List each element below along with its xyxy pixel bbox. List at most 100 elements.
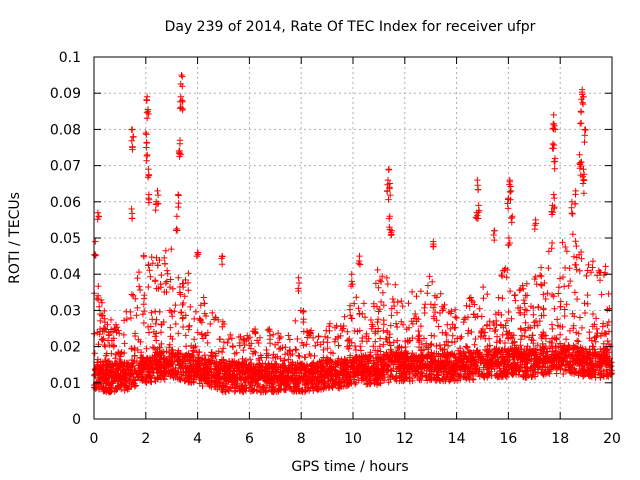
data-point bbox=[562, 243, 569, 251]
data-point bbox=[574, 345, 581, 352]
data-point bbox=[480, 356, 487, 364]
data-point bbox=[491, 227, 498, 234]
data-point bbox=[252, 349, 259, 357]
data-point bbox=[259, 360, 266, 367]
data-point bbox=[566, 327, 574, 335]
data-point bbox=[481, 360, 488, 367]
data-point bbox=[347, 352, 354, 359]
data-point bbox=[586, 361, 594, 368]
data-point bbox=[428, 332, 435, 339]
data-point bbox=[201, 356, 209, 363]
data-point bbox=[186, 368, 193, 375]
data-point bbox=[539, 349, 547, 357]
data-point bbox=[433, 294, 440, 301]
data-point bbox=[409, 334, 416, 342]
data-point bbox=[455, 371, 463, 379]
data-point bbox=[200, 294, 207, 301]
data-point bbox=[175, 274, 182, 281]
data-point bbox=[110, 343, 117, 350]
data-point bbox=[561, 283, 568, 290]
data-point bbox=[137, 338, 144, 346]
data-point bbox=[95, 374, 103, 382]
data-point bbox=[322, 372, 329, 380]
data-point bbox=[449, 332, 456, 339]
data-point bbox=[242, 387, 250, 395]
y-tick-label: 0.05 bbox=[50, 231, 81, 247]
data-point bbox=[301, 373, 308, 380]
data-point bbox=[575, 370, 582, 377]
data-point bbox=[128, 137, 135, 144]
data-point bbox=[218, 261, 226, 268]
data-point bbox=[479, 283, 487, 291]
data-point bbox=[249, 387, 256, 394]
data-point bbox=[499, 273, 506, 280]
data-point bbox=[568, 210, 575, 217]
data-point bbox=[513, 348, 520, 356]
data-point bbox=[540, 344, 547, 351]
data-point bbox=[451, 324, 458, 331]
data-point bbox=[578, 324, 586, 332]
data-point bbox=[563, 248, 571, 255]
data-point bbox=[228, 335, 236, 342]
data-point bbox=[266, 325, 273, 333]
data-point bbox=[532, 368, 539, 375]
data-point bbox=[346, 335, 353, 343]
data-point bbox=[367, 352, 374, 359]
data-point bbox=[387, 322, 394, 329]
data-point bbox=[124, 377, 132, 384]
data-point bbox=[136, 286, 144, 294]
data-point bbox=[379, 369, 386, 376]
data-point bbox=[570, 253, 578, 260]
data-point bbox=[568, 366, 575, 373]
data-point bbox=[451, 338, 458, 346]
data-point bbox=[546, 366, 553, 373]
data-point bbox=[597, 269, 604, 276]
data-point bbox=[556, 331, 564, 338]
data-point bbox=[322, 384, 330, 392]
data-point bbox=[353, 370, 360, 377]
data-point bbox=[131, 380, 138, 387]
data-point bbox=[527, 358, 535, 365]
data-point bbox=[107, 361, 115, 368]
data-point bbox=[197, 371, 204, 378]
data-point bbox=[519, 353, 526, 360]
data-point bbox=[204, 339, 211, 347]
data-point bbox=[490, 321, 498, 329]
data-point bbox=[153, 254, 160, 262]
data-point bbox=[470, 310, 477, 318]
data-point bbox=[533, 360, 540, 367]
data-point bbox=[388, 312, 395, 319]
data-point bbox=[295, 385, 302, 392]
data-point bbox=[376, 277, 384, 284]
data-point bbox=[472, 214, 479, 221]
data-point bbox=[194, 249, 202, 256]
data-point bbox=[163, 278, 171, 285]
data-point bbox=[359, 368, 366, 375]
data-point bbox=[145, 110, 152, 118]
data-point bbox=[567, 369, 574, 376]
data-point bbox=[179, 301, 186, 309]
data-point bbox=[363, 338, 371, 345]
data-point bbox=[589, 258, 597, 265]
data-point bbox=[154, 187, 161, 195]
data-point bbox=[213, 361, 221, 369]
data-point bbox=[534, 322, 541, 329]
data-point bbox=[230, 368, 237, 375]
data-point bbox=[293, 346, 300, 354]
data-point bbox=[183, 375, 191, 383]
data-point bbox=[399, 302, 406, 310]
data-point bbox=[439, 368, 447, 375]
data-point bbox=[286, 384, 293, 391]
data-point bbox=[285, 368, 292, 376]
data-point bbox=[230, 362, 237, 369]
data-point bbox=[521, 333, 528, 340]
y-tick-label: 0 bbox=[72, 412, 81, 428]
data-point bbox=[387, 342, 394, 349]
data-point bbox=[374, 318, 381, 326]
data-point bbox=[424, 282, 432, 289]
data-point bbox=[290, 372, 297, 379]
data-point bbox=[509, 370, 517, 377]
data-point bbox=[215, 348, 222, 355]
data-point bbox=[176, 149, 183, 156]
data-point bbox=[464, 344, 471, 351]
